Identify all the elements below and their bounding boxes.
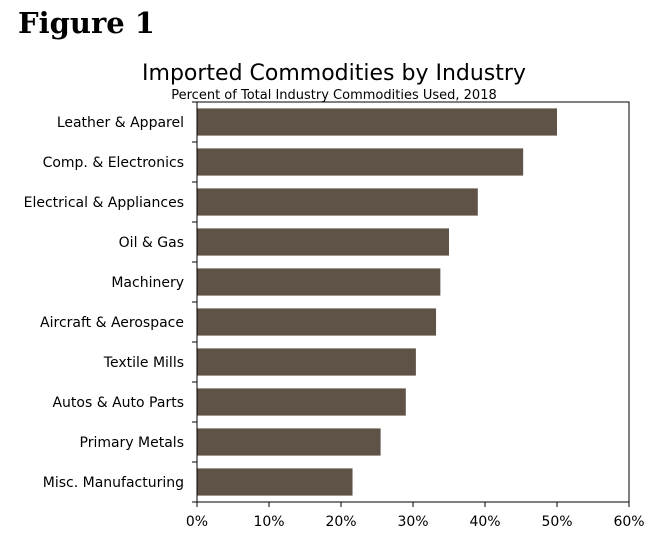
x-tick-label: 20% (325, 514, 356, 530)
x-tick-label: 40% (469, 514, 500, 530)
category-label: Primary Metals (80, 435, 185, 451)
bar (197, 108, 557, 136)
bar (197, 188, 478, 216)
bar (197, 388, 406, 416)
category-labels: Leather & Apparel Comp. & Electronics Elec… (24, 115, 184, 491)
plot-frame (196, 101, 630, 503)
bars-layer (197, 108, 557, 496)
x-tick-label: 50% (541, 514, 572, 530)
x-tick-label: 30% (397, 514, 428, 530)
category-label: Autos & Auto Parts (52, 395, 184, 411)
figure-label: Figure 1 (18, 6, 155, 40)
x-tick-label: 0% (186, 514, 208, 530)
axes: 0% 10% 20% 30% 40% 50% 60% (186, 101, 645, 530)
bar (197, 428, 381, 456)
chart-title: Imported Commodities by Industry (142, 61, 526, 86)
category-label: Aircraft & Aerospace (40, 315, 184, 331)
category-label: Textile Mills (103, 355, 184, 371)
bar (197, 348, 416, 376)
bar (197, 268, 441, 296)
bar (197, 308, 437, 336)
x-tick-label: 60% (613, 514, 644, 530)
category-label: Misc. Manufacturing (43, 475, 184, 491)
category-label: Machinery (111, 275, 184, 291)
category-label: Oil & Gas (119, 235, 184, 251)
category-label: Leather & Apparel (57, 115, 184, 131)
category-label: Electrical & Appliances (24, 195, 184, 211)
category-label: Comp. & Electronics (43, 155, 184, 171)
x-tick-label: 10% (253, 514, 284, 530)
chart-subtitle: Percent of Total Industry Commodities Us… (171, 88, 496, 103)
bar (197, 228, 449, 256)
bar (197, 148, 524, 176)
bar (197, 468, 353, 496)
